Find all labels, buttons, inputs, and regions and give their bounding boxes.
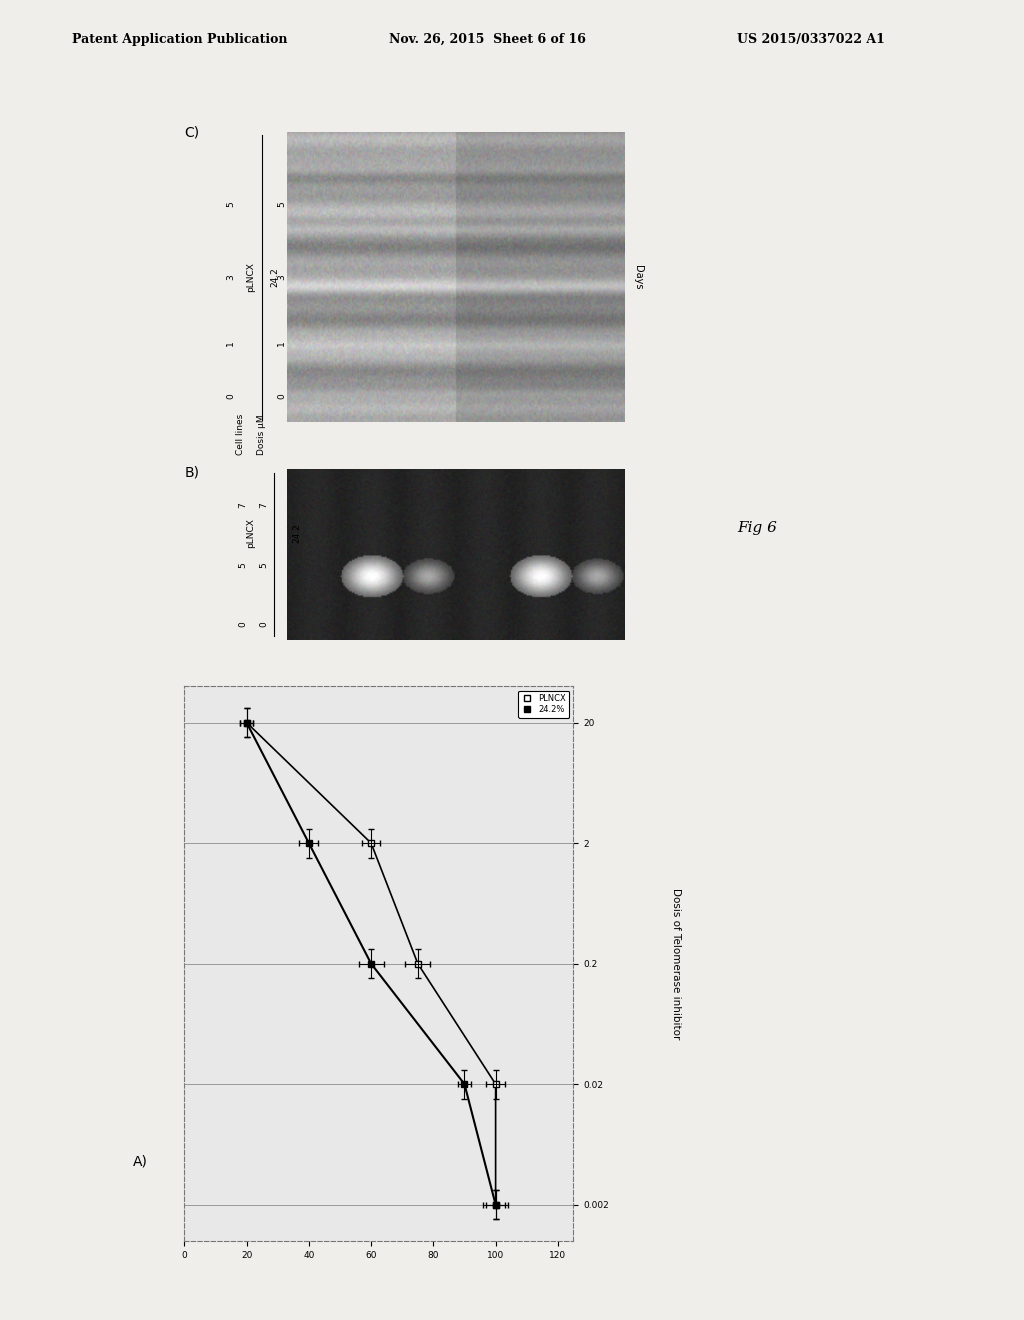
Text: 3: 3 [278, 275, 286, 280]
Text: pLNCX: pLNCX [247, 519, 255, 548]
Text: 7: 7 [239, 503, 247, 508]
Text: US 2015/0337022 A1: US 2015/0337022 A1 [737, 33, 885, 46]
Text: 0: 0 [278, 393, 286, 399]
Text: 0: 0 [239, 622, 247, 627]
Text: Patent Application Publication: Patent Application Publication [72, 33, 287, 46]
Text: 0: 0 [260, 622, 268, 627]
Line: PLNCX: PLNCX [244, 719, 499, 1208]
PLNCX [412, 956, 424, 972]
Text: B): B) [184, 466, 200, 480]
Text: 5: 5 [239, 562, 247, 568]
Text: Days: Days [633, 265, 643, 289]
Text: C): C) [184, 125, 200, 140]
Text: 1: 1 [226, 341, 234, 346]
Text: Nov. 26, 2015  Sheet 6 of 16: Nov. 26, 2015 Sheet 6 of 16 [389, 33, 586, 46]
PLNCX [489, 1197, 502, 1213]
24.2% [365, 956, 377, 972]
24.2% [241, 714, 253, 730]
Text: 24.2: 24.2 [293, 524, 301, 543]
Text: Dosis μM: Dosis μM [257, 414, 265, 455]
Text: 5: 5 [278, 202, 286, 207]
Text: 3: 3 [226, 275, 234, 280]
Text: 24.2: 24.2 [270, 268, 279, 286]
Text: 0: 0 [226, 393, 234, 399]
Text: 1: 1 [278, 341, 286, 346]
Text: 5: 5 [260, 562, 268, 568]
PLNCX [489, 1076, 502, 1092]
Legend: PLNCX, 24.2%: PLNCX, 24.2% [518, 690, 569, 718]
PLNCX [241, 714, 253, 730]
PLNCX [365, 836, 377, 851]
Text: Cell lines: Cell lines [237, 414, 245, 455]
Text: 7: 7 [260, 503, 268, 508]
Text: 5: 5 [226, 202, 234, 207]
24.2% [459, 1076, 471, 1092]
Text: pLNCX: pLNCX [247, 263, 255, 292]
24.2% [303, 836, 315, 851]
Line: 24.2%: 24.2% [244, 719, 499, 1208]
24.2% [489, 1197, 502, 1213]
Text: A): A) [133, 1154, 148, 1168]
Text: Fig 6: Fig 6 [737, 521, 777, 535]
Y-axis label: Dosis of Telomerase inhibitor: Dosis of Telomerase inhibitor [672, 888, 681, 1039]
